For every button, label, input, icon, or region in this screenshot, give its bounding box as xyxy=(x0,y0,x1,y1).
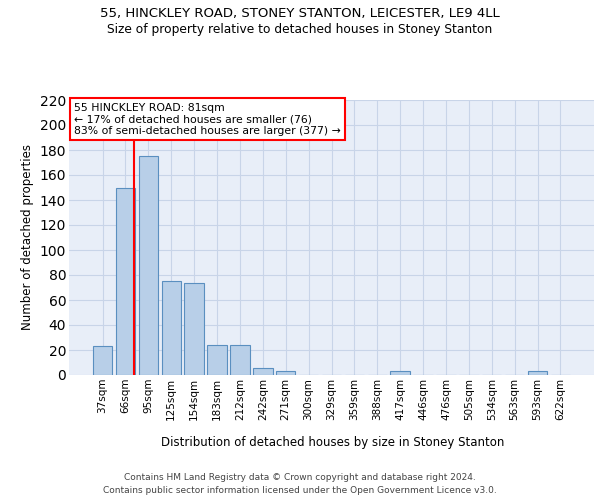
Bar xyxy=(139,156,158,375)
Bar xyxy=(391,371,410,375)
Bar xyxy=(230,345,250,375)
Text: Contains HM Land Registry data © Crown copyright and database right 2024.
Contai: Contains HM Land Registry data © Crown c… xyxy=(103,474,497,495)
Bar xyxy=(116,188,135,375)
Bar xyxy=(161,281,181,375)
Bar xyxy=(208,345,227,375)
Text: 55 HINCKLEY ROAD: 81sqm
← 17% of detached houses are smaller (76)
83% of semi-de: 55 HINCKLEY ROAD: 81sqm ← 17% of detache… xyxy=(74,103,341,136)
Bar xyxy=(253,368,272,375)
Bar xyxy=(93,346,112,375)
Text: 55, HINCKLEY ROAD, STONEY STANTON, LEICESTER, LE9 4LL: 55, HINCKLEY ROAD, STONEY STANTON, LEICE… xyxy=(100,8,500,20)
Text: Size of property relative to detached houses in Stoney Stanton: Size of property relative to detached ho… xyxy=(107,22,493,36)
Bar xyxy=(184,282,204,375)
Bar xyxy=(276,371,295,375)
Y-axis label: Number of detached properties: Number of detached properties xyxy=(21,144,34,330)
Text: Distribution of detached houses by size in Stoney Stanton: Distribution of detached houses by size … xyxy=(161,436,505,449)
Bar xyxy=(528,371,547,375)
